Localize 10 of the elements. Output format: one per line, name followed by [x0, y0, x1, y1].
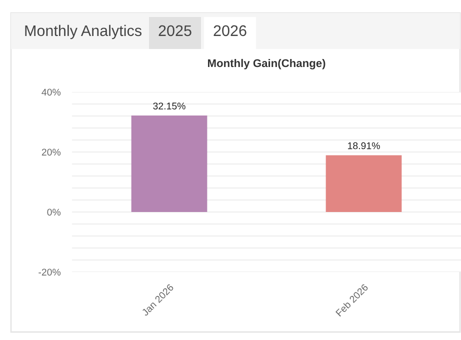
text: 2025: [158, 25, 192, 36]
y-tick-label: 40%: [42, 88, 61, 96]
text: 2026: [214, 25, 246, 36]
chart-title: Monthly Gain(Change): [208, 58, 326, 70]
y-tick-label: 20%: [42, 148, 61, 156]
data-label: 18.91%: [348, 142, 380, 150]
data-label: 32.15%: [153, 102, 186, 110]
text: Monthly Analytics: [25, 24, 142, 40]
y-tick-label: 0%: [47, 208, 61, 216]
y-tick-label: -20%: [38, 268, 61, 276]
